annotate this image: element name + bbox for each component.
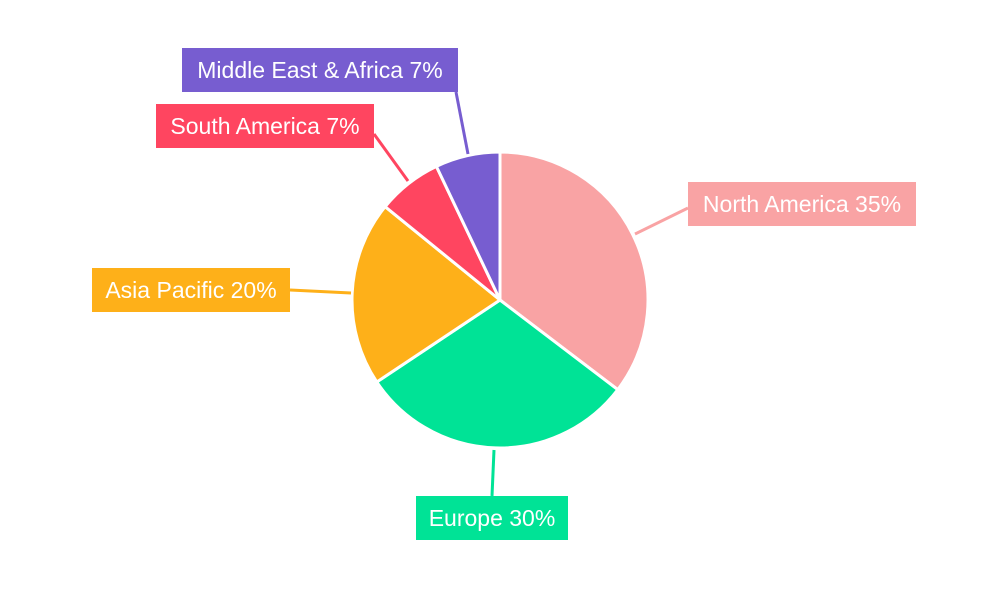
leader-line: [490, 449, 496, 497]
labels: North America 35% Europe 30% Asia Pacific …: [92, 48, 916, 540]
pie-slice-europe[interactable]: [374, 298, 620, 450]
data-label: Asia Pacific 20%: [105, 277, 276, 303]
data-label-box: [688, 182, 916, 226]
data-label: North America 35%: [703, 191, 901, 217]
pie-slice-middle-east-africa[interactable]: [434, 150, 502, 301]
pie-slice-north-america[interactable]: [498, 150, 650, 392]
data-label: Middle East & Africa 7%: [197, 57, 442, 83]
leader-line: [372, 133, 410, 182]
data-label-box: [416, 496, 568, 540]
data-label-box: [182, 48, 458, 92]
leader-line: [634, 206, 689, 236]
leader-line: [454, 91, 470, 155]
data-label-box: [156, 104, 374, 148]
data-label: Europe 30%: [429, 505, 556, 531]
data-label-box: [92, 268, 290, 312]
pie-slice-asia-pacific[interactable]: [350, 204, 503, 385]
slices: [350, 150, 650, 450]
leader-line: [289, 288, 352, 295]
data-label: South America 7%: [170, 113, 359, 139]
